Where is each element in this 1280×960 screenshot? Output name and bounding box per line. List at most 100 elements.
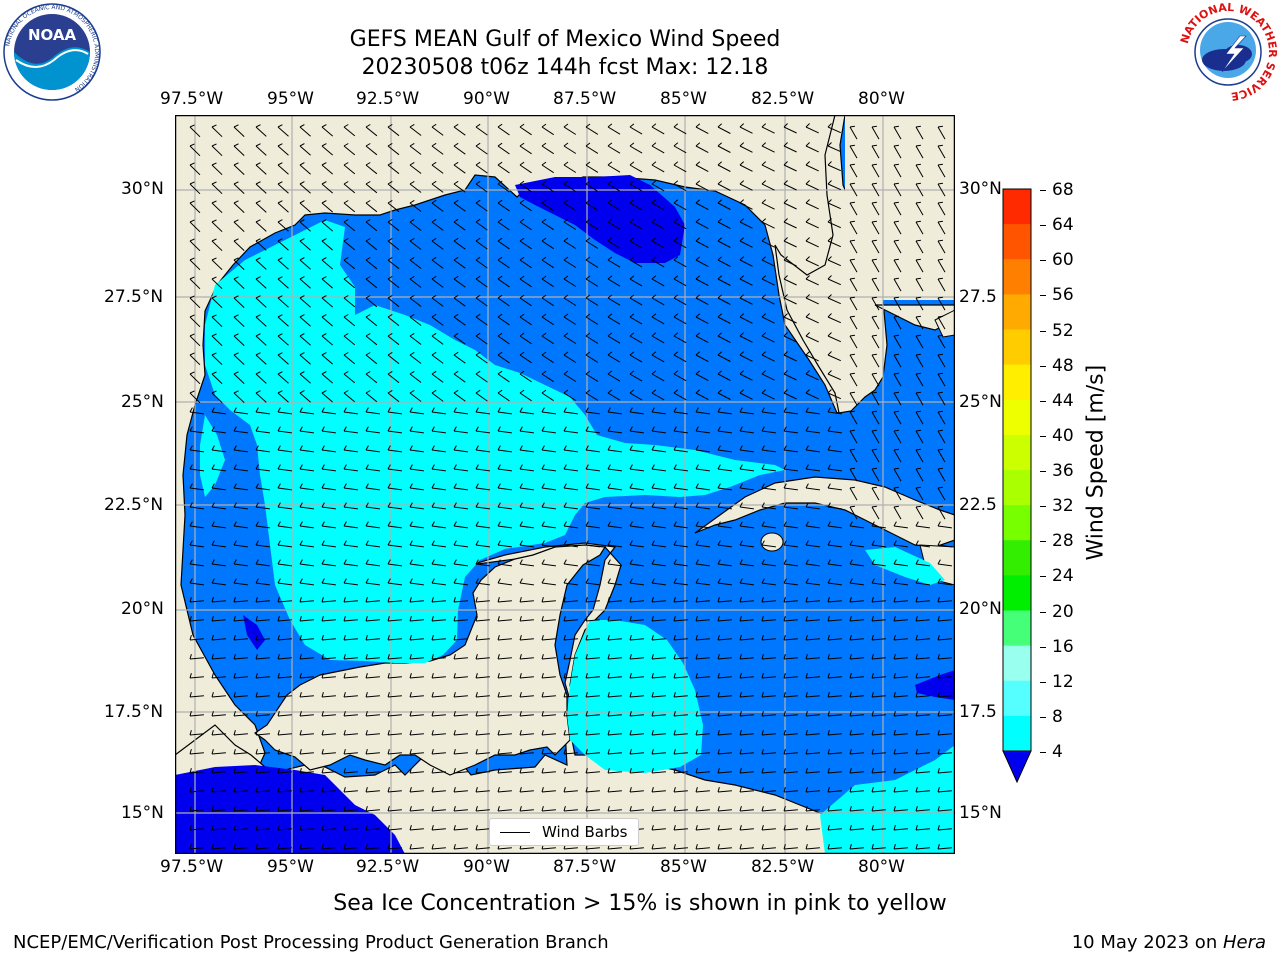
wind-barb-shaft bbox=[277, 145, 289, 156]
wind-barb-shaft bbox=[849, 411, 858, 425]
wind-barb-shaft bbox=[607, 600, 622, 603]
wind-barb-shaft bbox=[277, 506, 292, 510]
wind-barb-shaft bbox=[673, 259, 687, 268]
wind-barb-flag bbox=[387, 559, 391, 565]
wind-barb-flag bbox=[739, 237, 745, 242]
wind-barb-flag bbox=[211, 238, 217, 242]
wind-barb-shaft bbox=[519, 335, 532, 345]
wind-barb-flag bbox=[827, 426, 831, 432]
wind-barb-flag bbox=[761, 407, 765, 413]
wind-barb-shaft bbox=[563, 240, 577, 249]
wind-barb-flag bbox=[607, 635, 610, 641]
wind-barb-flag bbox=[321, 314, 327, 318]
wind-barb-flag bbox=[849, 730, 852, 736]
wind-barb-shaft bbox=[849, 145, 858, 159]
wind-barb-flag bbox=[585, 692, 588, 698]
wind-barb-shaft bbox=[915, 449, 924, 463]
wind-barb-flag bbox=[607, 787, 610, 793]
wind-barb-shaft bbox=[805, 373, 819, 381]
wind-barb-flag bbox=[893, 505, 899, 508]
wind-barb-shaft bbox=[387, 335, 400, 346]
wind-barb-shaft bbox=[343, 354, 356, 365]
wind-barb-shaft bbox=[233, 145, 245, 156]
wind-barb-shaft bbox=[189, 259, 201, 271]
wind-barb-shaft bbox=[453, 373, 466, 383]
wind-barb-flag bbox=[585, 332, 591, 337]
wind-barb-shaft bbox=[255, 449, 270, 453]
wind-barb-flag bbox=[431, 559, 435, 565]
wind-barb-flag bbox=[783, 313, 788, 318]
wind-barb-flag bbox=[739, 806, 742, 812]
wind-barb-flag bbox=[673, 256, 679, 261]
wind-barb-shaft bbox=[387, 733, 402, 736]
wind-barb-flag bbox=[541, 768, 544, 774]
wind-barb-shaft bbox=[211, 126, 223, 138]
wind-barb-shaft bbox=[431, 771, 446, 774]
wind-barb-flag bbox=[893, 521, 897, 527]
wind-barb-shaft bbox=[937, 714, 952, 717]
wind-barb-shaft bbox=[695, 468, 710, 472]
wind-barb-flag bbox=[497, 483, 501, 489]
wind-barb-shaft bbox=[695, 221, 709, 230]
wind-barb-flag bbox=[497, 749, 500, 755]
wind-barb-flag bbox=[189, 238, 195, 242]
wind-barb-shaft bbox=[607, 733, 622, 736]
wind-barb-flag bbox=[541, 540, 545, 546]
wind-barb-shaft bbox=[805, 563, 820, 567]
wind-barb-flag bbox=[211, 314, 217, 318]
wind-barb-shaft bbox=[563, 411, 578, 415]
wind-barb-flag bbox=[651, 370, 657, 375]
wind-barb-flag bbox=[189, 692, 192, 698]
wind-barb-shaft bbox=[651, 316, 665, 325]
wind-barb-flag bbox=[915, 559, 919, 565]
wind-barb-shaft bbox=[277, 202, 289, 213]
wind-barb-flag bbox=[255, 314, 261, 318]
wind-barb-flag bbox=[805, 692, 808, 698]
wind-barb-shaft bbox=[651, 202, 665, 211]
wind-barb-shaft bbox=[299, 297, 311, 308]
wind-barb-shaft bbox=[409, 354, 422, 364]
wind-barb-shaft bbox=[695, 771, 710, 774]
wind-barb-shaft bbox=[365, 752, 380, 755]
wind-barb-flag bbox=[739, 275, 745, 280]
wind-barb-shaft bbox=[453, 430, 468, 434]
wind-barb-flag bbox=[937, 540, 941, 546]
wind-barb-shaft bbox=[937, 847, 952, 850]
wind-barb-shaft bbox=[299, 202, 311, 213]
wind-barb-shaft bbox=[937, 487, 946, 501]
colorbar-tick-label: 32 bbox=[1052, 496, 1074, 517]
wind-barb-flag bbox=[937, 521, 941, 527]
wind-barb-shaft bbox=[563, 354, 577, 363]
wind-barb-shaft bbox=[233, 714, 248, 717]
wind-barb-shaft bbox=[739, 582, 754, 586]
wind-barb-shaft bbox=[937, 733, 952, 736]
wind-barb-flag bbox=[299, 844, 302, 850]
wind-barb-flag bbox=[827, 407, 831, 413]
wind-barb-shaft bbox=[915, 145, 924, 159]
wind-barb-flag bbox=[255, 559, 259, 565]
wind-barb-flag bbox=[849, 559, 853, 565]
wind-barb-flag bbox=[849, 806, 852, 812]
wind-barb-flag bbox=[321, 257, 327, 261]
wind-barb-flag bbox=[409, 313, 415, 318]
wind-barb-flag bbox=[849, 654, 852, 660]
wind-barb-flag bbox=[277, 483, 281, 489]
wind-barb-shaft bbox=[893, 316, 902, 330]
wind-barb-shaft bbox=[409, 126, 422, 136]
wind-barb-flag bbox=[607, 502, 611, 508]
wind-barb-flag bbox=[893, 540, 897, 546]
wind-barb-shaft bbox=[255, 506, 270, 510]
wind-barb-shaft bbox=[849, 126, 858, 140]
wind-barb-flag bbox=[937, 182, 943, 185]
wind-barb-shaft bbox=[475, 525, 490, 529]
wind-barb-flag bbox=[805, 256, 810, 261]
wind-barb-shaft bbox=[607, 449, 622, 453]
wind-barb-shaft bbox=[541, 240, 554, 250]
wind-barb-flag bbox=[453, 692, 456, 698]
lon-label-bottom-0: 97.5°W bbox=[160, 857, 224, 877]
wind-barb-shaft bbox=[915, 354, 924, 368]
wind-barb-shaft bbox=[871, 297, 880, 311]
wind-barb-flag bbox=[915, 597, 918, 603]
wind-barb-shaft bbox=[519, 297, 532, 307]
wind-barb-flag bbox=[629, 711, 632, 717]
